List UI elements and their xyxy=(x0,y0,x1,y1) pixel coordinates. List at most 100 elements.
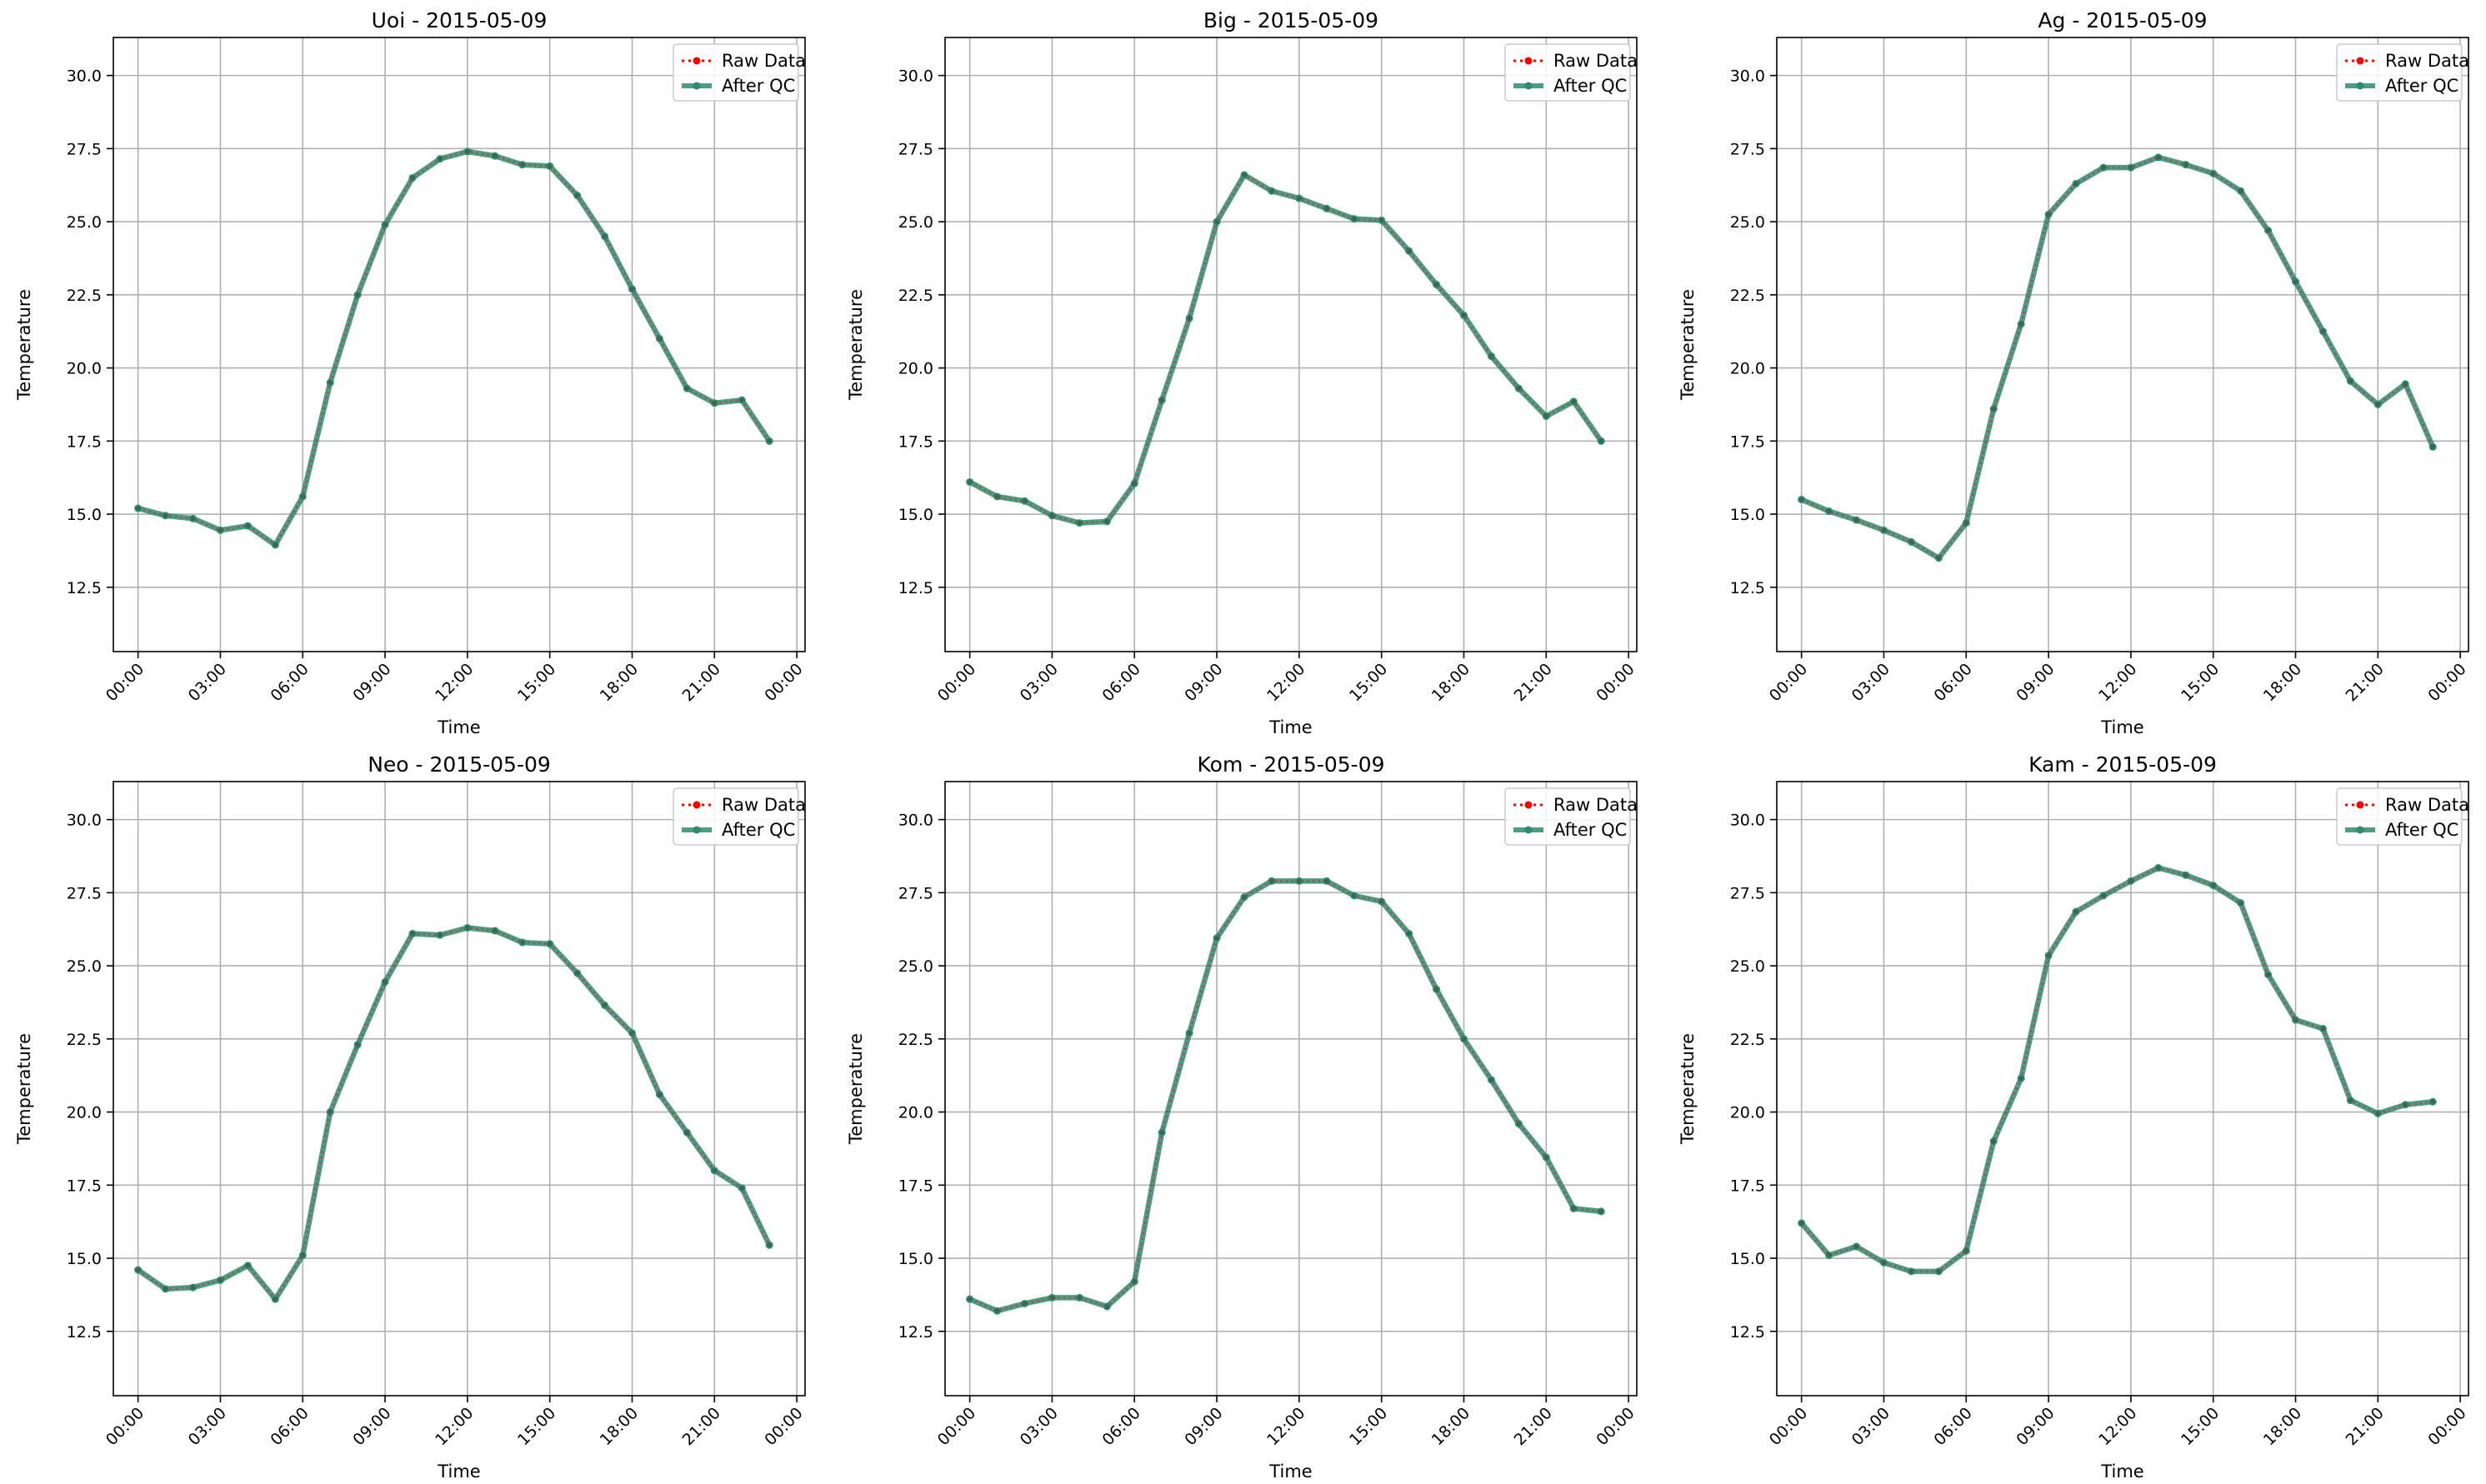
raw-data-point xyxy=(1434,282,1439,287)
raw-data-point xyxy=(1242,172,1247,177)
x-tick-label: 12:00 xyxy=(1263,660,1308,705)
raw-data-point xyxy=(1297,196,1302,201)
chart-title: Neo - 2015-05-09 xyxy=(368,752,551,777)
y-tick-label: 17.5 xyxy=(1730,1177,1765,1195)
x-tick-label: 00:00 xyxy=(934,1404,979,1449)
y-tick-label: 30.0 xyxy=(67,67,102,86)
legend-qc-marker xyxy=(1524,826,1533,834)
y-tick-label: 17.5 xyxy=(67,432,102,451)
y-tick-label: 22.5 xyxy=(1730,1031,1765,1049)
y-tick-label: 22.5 xyxy=(67,287,102,305)
chart-panel-5: 00:00 03:00 06:00 09:00 12:00 15:00 18:00 21:00… xyxy=(846,752,1638,1482)
y-tick-label: 12.5 xyxy=(1730,1323,1765,1342)
raw-data-point xyxy=(2238,901,2243,906)
x-tick-label: 03:00 xyxy=(1848,1404,1893,1449)
raw-data-point xyxy=(438,932,443,937)
x-axis-label: Time xyxy=(1268,717,1312,737)
raw-data-point xyxy=(1571,1206,1576,1211)
raw-data-point xyxy=(2018,322,2023,327)
raw-data-point xyxy=(2293,279,2298,284)
raw-data-point xyxy=(1077,1295,1082,1300)
x-tick-label: 09:00 xyxy=(2013,1404,2058,1449)
legend: Raw Data After QC xyxy=(673,787,806,846)
legend-qc-label: After QC xyxy=(2385,820,2458,840)
raw-data-point xyxy=(1214,219,1219,224)
legend-qc-marker xyxy=(693,826,701,834)
x-tick-label: 15:00 xyxy=(514,660,559,705)
chart-title: Ag - 2015-05-09 xyxy=(2038,8,2207,32)
raw-data-point xyxy=(2348,1098,2353,1103)
raw-data-point xyxy=(1881,1260,1886,1265)
raw-data-point xyxy=(191,1285,196,1290)
raw-data-point xyxy=(1352,893,1357,898)
x-tick-label: 00:00 xyxy=(103,1404,148,1449)
x-tick-label: 09:00 xyxy=(2013,660,2058,705)
raw-data-point xyxy=(1799,497,1804,502)
raw-data-point xyxy=(2430,444,2435,449)
raw-data-point xyxy=(1324,206,1329,211)
y-tick-label: 27.5 xyxy=(898,140,933,158)
raw-data-point xyxy=(136,506,141,511)
x-axis-label: Time xyxy=(2100,717,2143,737)
raw-data-point xyxy=(1571,399,1576,404)
raw-data-point xyxy=(1049,1295,1054,1300)
raw-data-point xyxy=(1462,312,1466,317)
series-after-qc xyxy=(1798,153,2437,562)
axes-frame xyxy=(113,781,806,1397)
legend-raw-marker xyxy=(2356,57,2364,65)
raw-data-point xyxy=(2348,378,2353,383)
raw-data-point xyxy=(1827,509,1832,514)
raw-data-point xyxy=(1991,1139,1996,1144)
raw-data-point xyxy=(548,163,553,168)
raw-data-point xyxy=(1159,397,1164,402)
raw-data-point xyxy=(1269,878,1274,883)
raw-data-point xyxy=(2266,228,2271,233)
raw-data-point xyxy=(1543,1155,1548,1160)
y-tick-label: 15.0 xyxy=(1730,1250,1765,1268)
axes-frame xyxy=(944,781,1638,1397)
raw-data-point xyxy=(2183,872,2188,877)
x-axis-label: Time xyxy=(437,1462,480,1482)
x-tick-label: 15:00 xyxy=(514,1404,559,1449)
raw-data-point xyxy=(410,175,415,180)
x-axis-label: Time xyxy=(437,717,480,737)
chart-panel-3: 00:00 03:00 06:00 09:00 12:00 15:00 18:00 21:00… xyxy=(1678,8,2470,737)
raw-data-line xyxy=(969,173,1603,524)
y-axis-label: Temperature xyxy=(846,1033,866,1145)
x-tick-label: 09:00 xyxy=(349,1404,394,1449)
raw-data-point xyxy=(2211,171,2216,176)
legend-qc-label: After QC xyxy=(1553,76,1627,96)
x-tick-label: 09:00 xyxy=(1181,660,1226,705)
chart-title: Big - 2015-05-09 xyxy=(1203,8,1378,32)
raw-data-point xyxy=(300,1253,305,1258)
raw-data-point xyxy=(968,1297,973,1302)
x-tick-label: 15:00 xyxy=(1346,1404,1391,1449)
raw-data-point xyxy=(383,222,388,227)
x-tick-label: 12:00 xyxy=(432,1404,477,1449)
legend-qc-label: After QC xyxy=(722,820,795,840)
raw-data-point xyxy=(2375,402,2380,407)
x-tick-label: 18:00 xyxy=(597,660,642,705)
raw-data-point xyxy=(575,193,580,198)
x-tick-label: 18:00 xyxy=(1428,660,1473,705)
raw-data-point xyxy=(2046,953,2051,958)
raw-data-point xyxy=(739,1186,744,1191)
legend-qc-marker xyxy=(1524,82,1533,90)
legend-qc-label: After QC xyxy=(722,76,795,96)
raw-data-point xyxy=(465,149,470,154)
raw-data-point xyxy=(218,1277,223,1282)
raw-data-point xyxy=(191,516,196,521)
raw-data-point xyxy=(2320,1027,2325,1032)
y-tick-label: 12.5 xyxy=(898,579,933,597)
legend: Raw Data After QC xyxy=(1504,787,1638,846)
raw-data-point xyxy=(245,1263,250,1268)
raw-data-point xyxy=(1543,413,1548,418)
x-tick-label: 00:00 xyxy=(934,660,979,705)
after-qc-line xyxy=(1800,154,2436,561)
y-tick-label: 27.5 xyxy=(1730,884,1765,902)
x-tick-label: 15:00 xyxy=(2178,1404,2223,1449)
x-tick-label: 03:00 xyxy=(1848,660,1893,705)
y-axis-label: Temperature xyxy=(14,289,34,401)
y-tick-label: 27.5 xyxy=(898,884,933,902)
legend: Raw Data After QC xyxy=(1504,43,1638,102)
